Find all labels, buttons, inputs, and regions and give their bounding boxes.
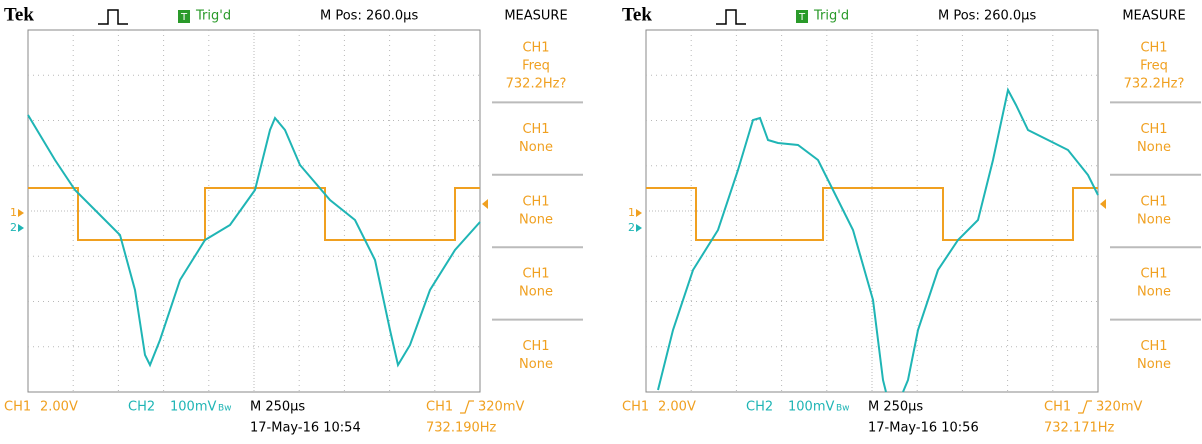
m-pos: M Pos: 260.0µs	[320, 9, 418, 24]
measure-line: CH1	[522, 194, 549, 209]
measure-line: None	[519, 285, 553, 300]
date-time: 17-May-16 10:54	[250, 421, 361, 436]
ch2-scale: 100mV	[788, 400, 834, 415]
trigger-source: CH1	[1044, 400, 1071, 415]
trigger-level-arrow	[482, 199, 488, 209]
measure-line: CH1	[522, 339, 549, 354]
trigger-frequency: 732.190Hz	[426, 421, 497, 436]
trigger-level: 320mV	[478, 400, 524, 415]
bandwidth: Bw	[836, 404, 850, 414]
measure-line: CH1	[1140, 41, 1167, 56]
trigger-status: Trig'd	[813, 9, 849, 24]
measure-line: Freq	[522, 59, 550, 74]
measure-line: None	[519, 140, 553, 155]
ch2-scale: 100mV	[170, 400, 216, 415]
measure-line: None	[1137, 357, 1171, 372]
ch1-marker-arrow	[18, 209, 24, 217]
ch2-marker: 2	[10, 221, 17, 234]
measure-title: MEASURE	[1122, 9, 1185, 24]
ch1-marker: 1	[10, 206, 17, 219]
trigger-frequency: 732.171Hz	[1044, 421, 1115, 436]
measure-line: CH1	[1140, 194, 1167, 209]
measure-line: None	[1137, 212, 1171, 227]
measure-line: CH1	[522, 267, 549, 282]
trigger-status: Trig'd	[195, 9, 231, 24]
measure-line: None	[1137, 285, 1171, 300]
ch2-label: CH2	[128, 400, 155, 415]
ch1-scale: 2.00V	[658, 400, 696, 415]
measure-line: CH1	[1140, 339, 1167, 354]
measure-line: Freq	[1140, 59, 1168, 74]
measure-line: None	[1137, 140, 1171, 155]
ch2-label: CH2	[746, 400, 773, 415]
ch1-label: CH1	[622, 400, 649, 415]
ch2-marker: 2	[628, 221, 635, 234]
trigger-level-arrow	[1100, 199, 1106, 209]
trig-icon: T	[180, 12, 188, 23]
pulse-icon	[716, 10, 746, 24]
ch2-marker-arrow	[636, 224, 642, 232]
measure-line: CH1	[522, 122, 549, 137]
trigger-source: CH1	[426, 400, 453, 415]
ch1-scale: 2.00V	[40, 400, 78, 415]
pulse-icon	[98, 10, 128, 24]
scope-panel: Tek T Trig'd M Pos: 260.0µs 1 2 MEASURE CH1 Freq…	[622, 4, 1201, 435]
bandwidth: Bw	[218, 404, 232, 414]
ch1-marker-arrow	[636, 209, 642, 217]
measure-title: MEASURE	[504, 9, 567, 24]
measure-line: None	[519, 357, 553, 372]
measure-line: 732.2Hz?	[506, 77, 567, 92]
m-pos: M Pos: 260.0µs	[938, 9, 1036, 24]
measure-line: CH1	[522, 41, 549, 56]
ch1-label: CH1	[4, 400, 31, 415]
screenshot: Tek T Trig'd M Pos: 260.0µs 1 2 MEASURE CH1 Freq…	[0, 0, 1202, 444]
trigger-slope	[1078, 401, 1092, 413]
ch2-marker-arrow	[18, 224, 24, 232]
brand: Tek	[4, 4, 34, 25]
measure-line: CH1	[1140, 122, 1167, 137]
measure-line: 732.2Hz?	[1124, 77, 1185, 92]
trig-icon: T	[798, 12, 806, 23]
date-time: 17-May-16 10:56	[868, 421, 979, 436]
timebase: M 250µs	[868, 400, 923, 415]
ch1-marker: 1	[628, 206, 635, 219]
scope-panel: Tek T Trig'd M Pos: 260.0µs 1 2 MEASURE CH1 Freq…	[4, 4, 583, 435]
measure-line: None	[519, 212, 553, 227]
trigger-slope	[460, 401, 474, 413]
measure-line: CH1	[1140, 267, 1167, 282]
trigger-level: 320mV	[1096, 400, 1142, 415]
brand: Tek	[622, 4, 652, 25]
timebase: M 250µs	[250, 400, 305, 415]
